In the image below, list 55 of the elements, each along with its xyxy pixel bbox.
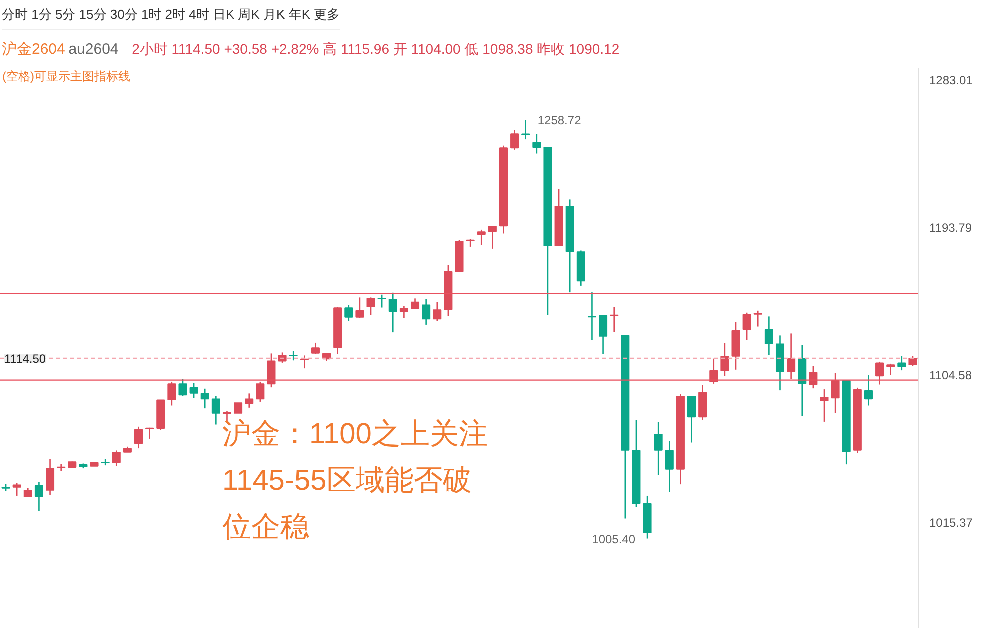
candlestick	[366, 297, 376, 316]
candlestick	[898, 356, 906, 372]
candlestick	[289, 350, 298, 362]
candlestick	[134, 426, 144, 450]
candlestick	[742, 312, 752, 341]
candlestick	[510, 130, 520, 151]
candlestick	[433, 302, 442, 322]
candlestick	[477, 229, 486, 246]
candlestick	[234, 402, 243, 414]
text: 2小时 1114.50 +30.58 +2.82% 高 1115.96 开 1104.00 低 1098.38 昨收 1090.12	[132, 41, 620, 57]
candlestick	[864, 374, 873, 406]
candlestick	[356, 297, 364, 319]
candlestick	[245, 393, 254, 409]
candlestick	[610, 306, 619, 333]
annotation: 1258.72	[538, 114, 582, 128]
candlestick	[311, 342, 320, 356]
annotation: (空格)可显示主图指标线	[2, 70, 130, 84]
candlestick	[24, 487, 32, 498]
candlestick	[190, 382, 198, 399]
candlestick	[488, 226, 497, 250]
y-tick-label: 1193.79	[930, 220, 972, 235]
y-tick-label: 1015.37	[930, 516, 974, 530]
candlestick	[400, 305, 408, 319]
y-tick-label: 1283.01	[930, 74, 974, 88]
candlestick	[532, 134, 542, 154]
candlestick	[654, 421, 663, 476]
ref-line-label: 1114.50	[4, 352, 46, 366]
candlestick	[388, 292, 398, 334]
candlestick	[46, 458, 55, 496]
annotation: 1005.40	[592, 532, 636, 546]
candlestick	[34, 482, 44, 512]
candlestick	[720, 342, 730, 377]
candlestick	[754, 310, 762, 328]
candlestick	[300, 355, 309, 370]
candlestick	[886, 363, 896, 376]
candlestick	[200, 388, 210, 410]
candlestick	[908, 355, 918, 367]
candlestick	[820, 388, 829, 423]
text: 分时 1分 5分 15分 30分 1时 2时 4时 日K 周K 月K 年K 更多	[2, 0, 340, 30]
chart-subtitle: au2604	[68, 41, 119, 58]
candlestick	[688, 396, 696, 444]
candlestick	[212, 396, 220, 426]
chart-title: 沪金2604	[2, 41, 66, 58]
candlestick	[378, 294, 386, 308]
candlestick	[178, 378, 188, 397]
candlestick	[411, 298, 420, 310]
candlestick	[344, 304, 354, 322]
candlestick	[112, 450, 121, 468]
candlestick	[12, 482, 22, 497]
candlestick	[665, 440, 674, 493]
y-tick-label: 1104.58	[930, 368, 972, 382]
annotation: 沪金：1100之上关注1145-55区域能否破位企稳	[222, 418, 488, 544]
candlestick	[599, 315, 608, 356]
candlestick	[422, 298, 431, 326]
candlestick	[764, 316, 774, 356]
